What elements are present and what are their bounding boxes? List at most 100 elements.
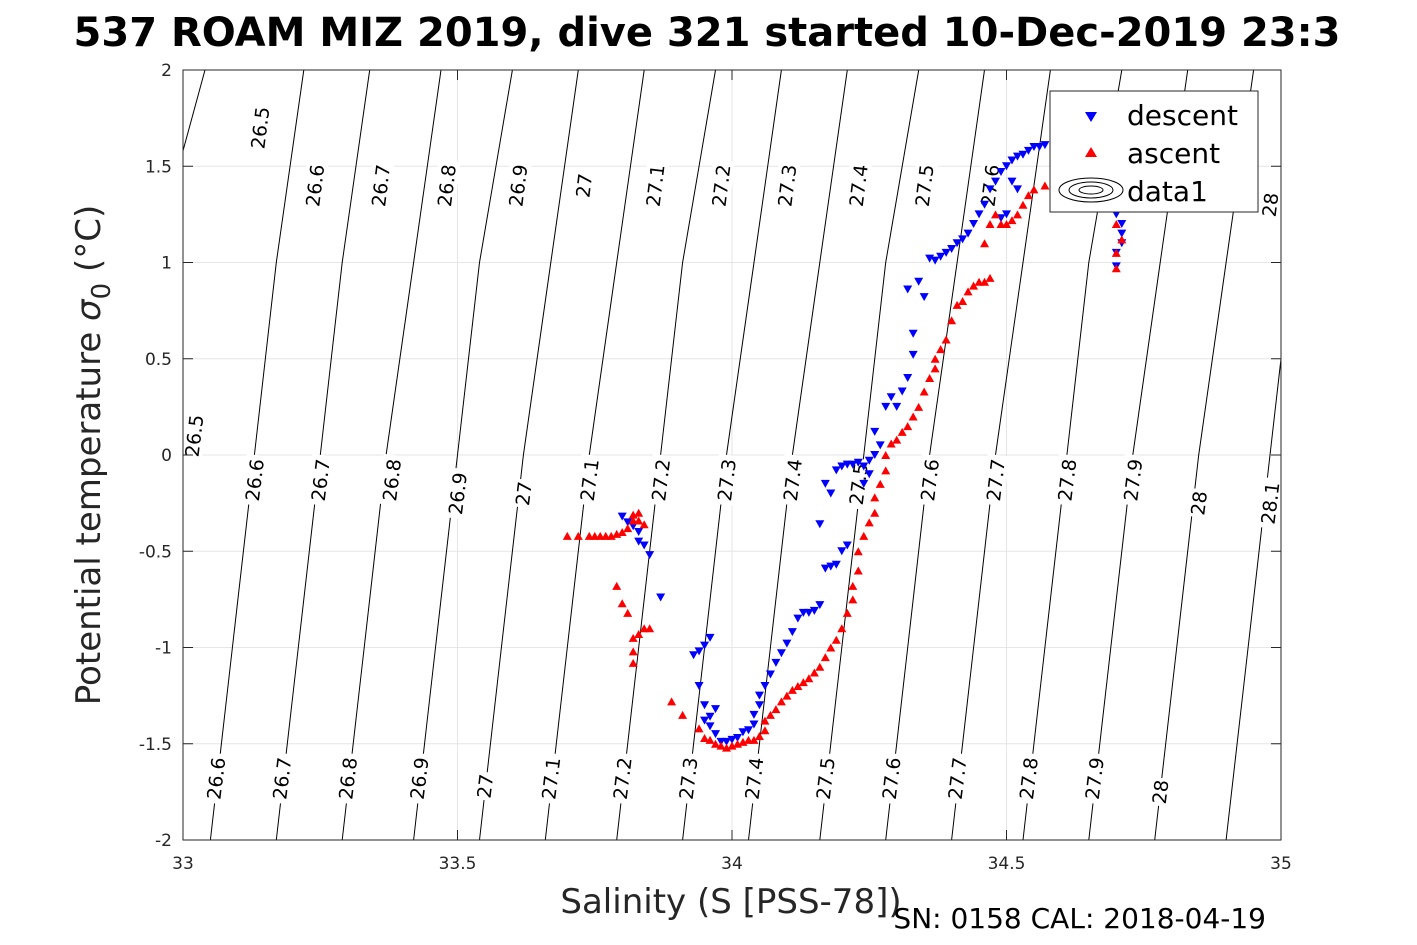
legend-ascent-label: ascent [1127,137,1220,170]
descent-point [656,593,666,602]
legend: descent ascent data1 [1049,90,1259,213]
descent-point [645,551,655,560]
descent-point [705,712,715,721]
ascent-point [837,624,847,633]
contour-label-text: 27.1 [538,756,565,801]
ascent-point [1012,210,1022,219]
ascent-point [760,726,770,735]
contour-label-bg [646,453,675,507]
contour-label: 26.7 [306,453,335,507]
contour-label-bg [536,752,565,805]
legend-ascent-marker [1085,147,1097,157]
ascent-point [634,630,644,639]
contour-label-text: 27.3 [774,163,801,208]
ascent-point [820,653,830,662]
ascent-point [639,520,649,529]
contour-label-text: 27.9 [1120,458,1147,503]
ascent-point [881,451,891,459]
contour-label: 27.6 [915,453,944,507]
ascent-point [634,508,644,517]
contour-label-bg [377,453,406,507]
legend-data1-label: data1 [1127,175,1208,208]
descent-point [914,277,924,286]
ascent-point [897,427,907,436]
y-tick-label: -2 [155,831,172,851]
ascent-point [782,691,792,700]
contour-label-text: 27.4 [846,163,873,208]
ascent-point [870,508,880,517]
ascent-point [826,643,836,652]
ascent-point [760,716,770,725]
contour-label-bg [300,159,329,212]
contour-label-text: 27.4 [741,756,768,801]
descent-point [689,651,699,660]
ascent-point [991,210,1001,219]
contour-label: 27.2 [646,453,675,507]
contour-label-text: 27.8 [1054,458,1081,503]
descent-point [980,200,990,209]
ascent-point [809,668,819,677]
ascent-point [853,566,863,575]
ascent-point [985,273,995,282]
ascent-point [804,674,814,683]
ascent-point [941,335,951,344]
contour-label-bg [571,170,597,201]
descent-point [892,402,902,411]
descent-point [1018,150,1028,159]
contour-label-bg [1256,476,1284,530]
descent-point [859,479,869,488]
contour-label-bg [240,453,269,507]
contour-label-text: 28 [1259,192,1284,219]
ascent-point [930,354,940,363]
legend-descent-label: descent [1127,99,1238,132]
contour-label: 27.3 [674,752,703,805]
ascent-point [864,518,874,527]
contour-label-bg [641,159,670,212]
ascent-point [1111,220,1121,228]
ascent-point [842,608,852,617]
contour-label: 26.9 [405,752,434,805]
y-tick-label: -1 [155,639,172,659]
contour-label-text: 27.7 [945,756,972,801]
contour-label: 26.6 [240,453,269,507]
descent-point [870,451,880,459]
descent-point [919,293,929,302]
contour-label-text: 26.9 [407,756,434,801]
ascent-point [881,466,891,475]
descent-point [1007,177,1017,186]
descent-point [936,252,946,261]
descent-point [617,512,627,521]
ascent-point [1117,235,1127,244]
contour-label: 27.1 [575,453,604,507]
ascent-point [787,685,797,694]
descent-point [859,462,869,471]
ascent-point [985,220,995,228]
ascent-point [1023,191,1033,200]
descent-point [963,229,973,238]
density-contour-labels: 26.5 26.6 26.7 26.8 26.9 27 27.1 27.2 27.3 27.4 27… [180,101,1284,808]
contour-label: 27.5 [910,159,939,212]
contour-label: 26.8 [432,159,461,212]
contour-label: 27.3 [772,159,801,212]
descent-point [1117,229,1127,238]
descent-point [705,722,715,731]
ascent-point [645,624,655,633]
descent-point [881,402,891,411]
contour-label: 28 [1186,487,1212,519]
contour-label-text: 27 [474,773,499,800]
contour-label-text: 28.1 [1257,481,1284,526]
contour-label: 27 [510,478,537,509]
contour-label-bg [844,159,873,212]
ascent-point [870,493,880,502]
contour-label-text: 26.9 [445,471,472,516]
contour-label-bg [1257,189,1283,221]
contour-label-text: 27.3 [714,458,741,503]
descent-point [831,466,841,475]
ascent-point [947,316,957,325]
descent-point [727,735,737,744]
descent-point [809,606,819,615]
contour-label-bg [772,159,801,212]
descent-point [991,177,1001,186]
ascent-point [969,281,979,290]
